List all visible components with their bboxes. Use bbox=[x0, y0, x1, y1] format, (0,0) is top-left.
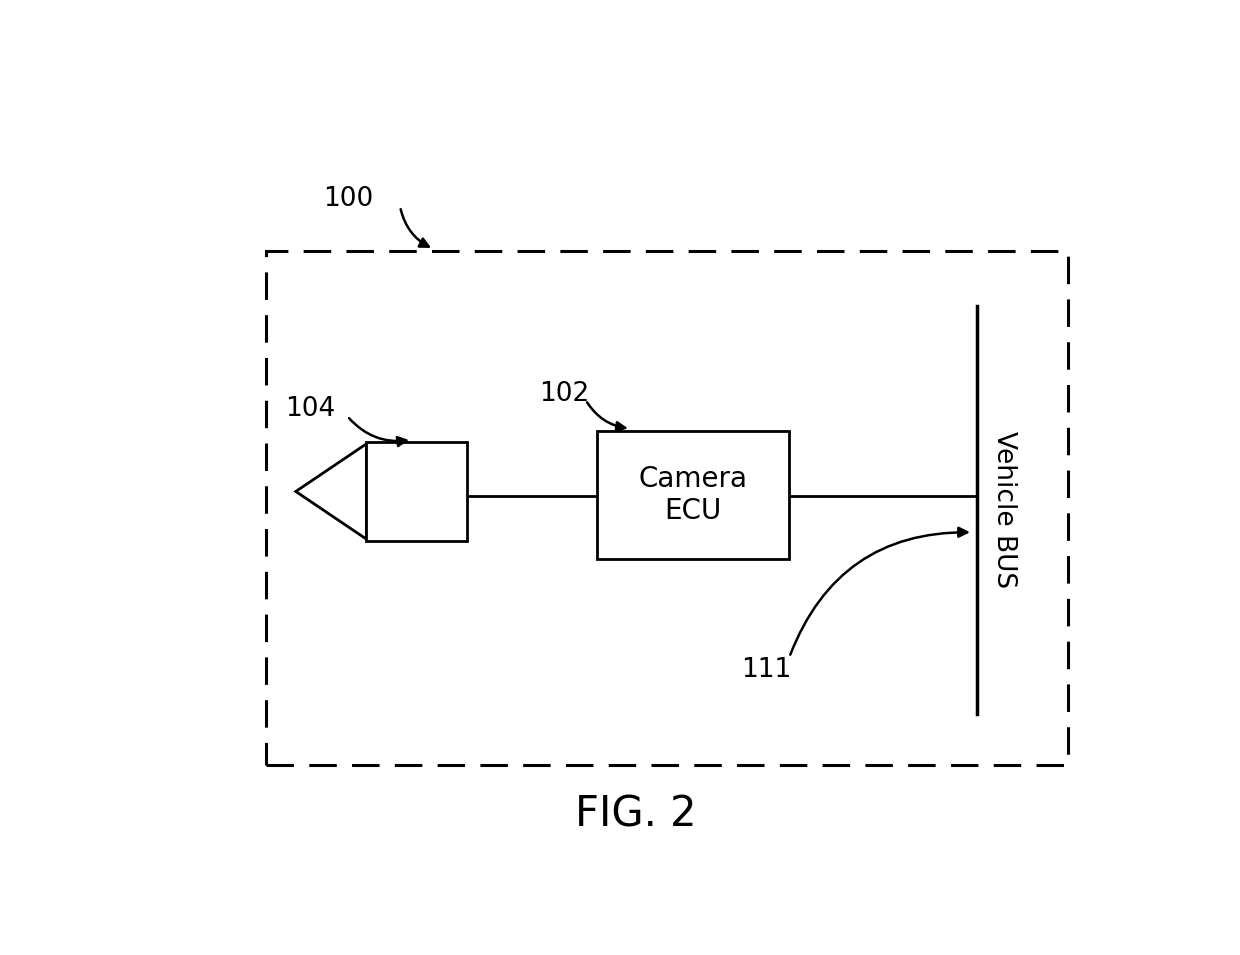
Polygon shape bbox=[296, 444, 367, 540]
Text: 100: 100 bbox=[324, 186, 373, 212]
Text: 102: 102 bbox=[539, 381, 590, 407]
Bar bbox=[596, 431, 789, 560]
Bar bbox=[367, 442, 467, 541]
Bar bbox=[265, 250, 1068, 765]
Text: FIG. 2: FIG. 2 bbox=[575, 794, 696, 836]
Text: Camera
ECU: Camera ECU bbox=[639, 465, 748, 525]
Text: 111: 111 bbox=[742, 657, 791, 683]
Text: Vehicle BUS: Vehicle BUS bbox=[991, 432, 1017, 588]
Text: 104: 104 bbox=[285, 395, 335, 422]
